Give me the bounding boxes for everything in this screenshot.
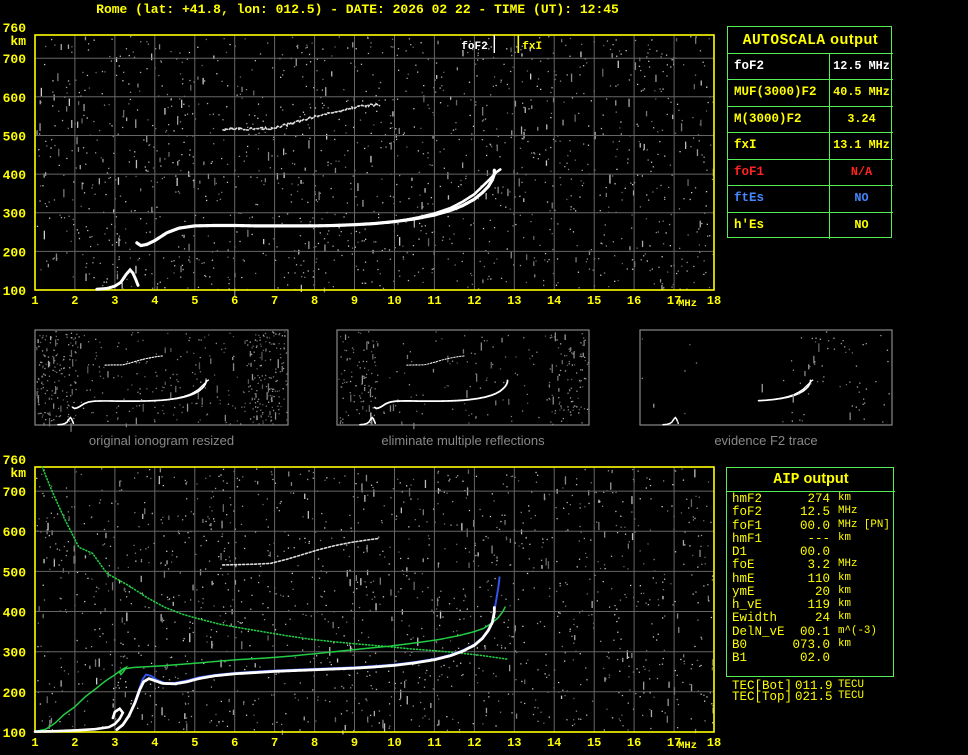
svg-text:15: 15 <box>587 736 601 750</box>
svg-text:600: 600 <box>3 91 27 106</box>
svg-text:5: 5 <box>191 736 198 750</box>
svg-text:11: 11 <box>427 736 441 750</box>
svg-text:8: 8 <box>311 736 318 750</box>
svg-text:3: 3 <box>111 294 118 308</box>
svg-text:10: 10 <box>387 736 401 750</box>
svg-text:13: 13 <box>507 294 521 308</box>
svg-text:2: 2 <box>71 294 78 308</box>
svg-text:12: 12 <box>467 736 481 750</box>
svg-text:700: 700 <box>3 485 27 500</box>
svg-text:7: 7 <box>271 294 278 308</box>
svg-text:11: 11 <box>427 294 441 308</box>
svg-text:13: 13 <box>507 736 521 750</box>
svg-text:2: 2 <box>71 736 78 750</box>
svg-text:12: 12 <box>467 294 481 308</box>
svg-text:9: 9 <box>351 294 358 308</box>
svg-text:4: 4 <box>151 294 158 308</box>
svg-text:15: 15 <box>587 294 601 308</box>
svg-text:400: 400 <box>3 168 27 183</box>
svg-text:200: 200 <box>3 686 27 701</box>
svg-text:6: 6 <box>231 736 238 750</box>
svg-text:18: 18 <box>707 294 721 308</box>
svg-text:18: 18 <box>707 736 721 750</box>
svg-text:16: 16 <box>627 294 641 308</box>
svg-text:MHz: MHz <box>678 740 697 752</box>
svg-text:3: 3 <box>111 736 118 750</box>
svg-text:7: 7 <box>271 736 278 750</box>
svg-text:5: 5 <box>191 294 198 308</box>
svg-text:400: 400 <box>3 606 27 621</box>
svg-text:9: 9 <box>351 736 358 750</box>
svg-text:4: 4 <box>151 736 158 750</box>
svg-text:1: 1 <box>31 736 38 750</box>
svg-text:8: 8 <box>311 294 318 308</box>
svg-text:km: km <box>10 466 26 481</box>
svg-text:300: 300 <box>3 646 27 661</box>
svg-text:km: km <box>10 34 26 49</box>
svg-text:1: 1 <box>31 294 38 308</box>
svg-text:MHz: MHz <box>678 298 697 310</box>
svg-text:10: 10 <box>387 294 401 308</box>
svg-text:100: 100 <box>3 284 27 299</box>
svg-text:500: 500 <box>3 565 27 580</box>
svg-text:14: 14 <box>547 736 561 750</box>
svg-text:6: 6 <box>231 294 238 308</box>
svg-text:foF2: foF2 <box>461 41 487 53</box>
svg-text:600: 600 <box>3 525 27 540</box>
svg-text:fxI: fxI <box>522 41 542 53</box>
svg-text:14: 14 <box>547 294 561 308</box>
svg-text:16: 16 <box>627 736 641 750</box>
svg-text:300: 300 <box>3 207 27 222</box>
svg-text:200: 200 <box>3 245 27 260</box>
svg-text:700: 700 <box>3 52 27 67</box>
svg-text:500: 500 <box>3 130 27 145</box>
svg-text:100: 100 <box>3 726 27 741</box>
